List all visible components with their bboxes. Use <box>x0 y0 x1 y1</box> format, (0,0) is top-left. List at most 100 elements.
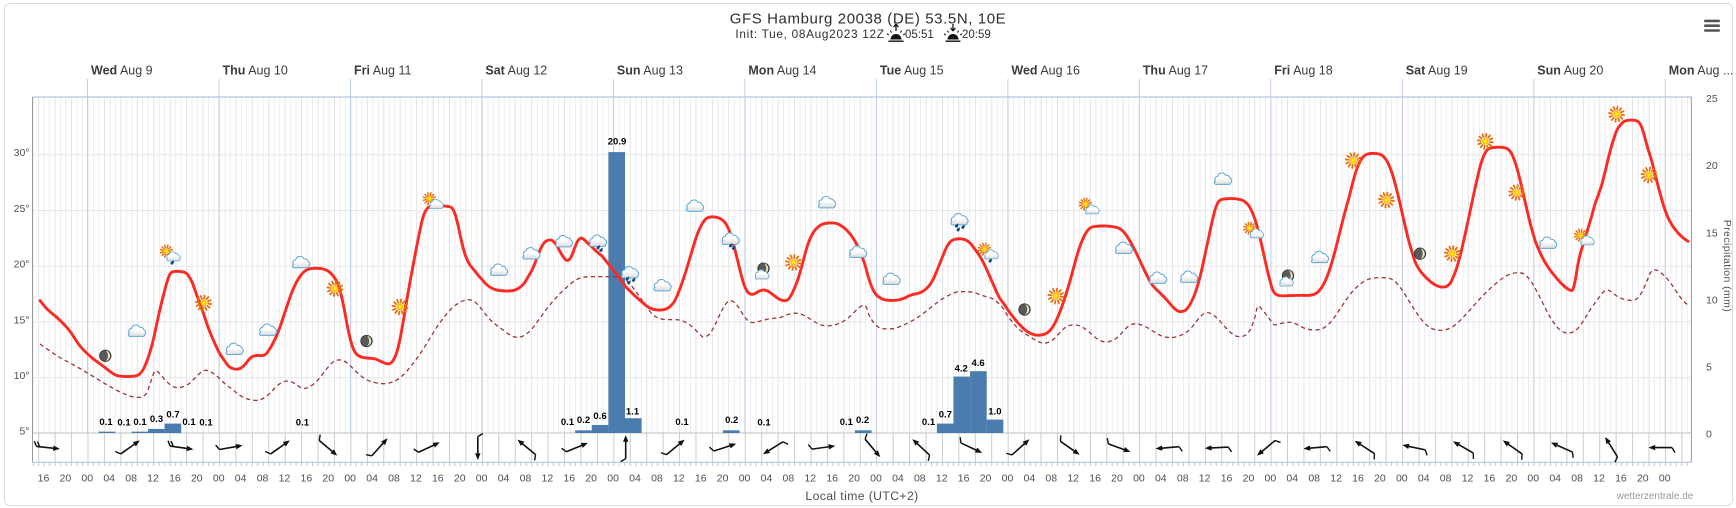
svg-text:10°: 10° <box>14 370 30 382</box>
svg-text:20: 20 <box>848 473 860 485</box>
svg-text:08: 08 <box>1177 473 1189 485</box>
svg-text:4.6: 4.6 <box>971 358 984 369</box>
svg-text:wetterzentrale.de: wetterzentrale.de <box>1616 491 1694 502</box>
svg-text:0.2: 0.2 <box>856 415 869 426</box>
svg-text:25: 25 <box>1706 93 1718 105</box>
svg-text:08: 08 <box>388 473 400 485</box>
svg-text:0.2: 0.2 <box>577 415 590 426</box>
svg-text:08: 08 <box>783 473 795 485</box>
svg-text:20:59: 20:59 <box>962 29 991 41</box>
svg-text:12: 12 <box>542 473 554 485</box>
svg-text:Wed Aug 9: Wed Aug 9 <box>91 64 153 78</box>
svg-text:00: 00 <box>870 473 882 485</box>
svg-text:1.1: 1.1 <box>626 407 640 418</box>
svg-text:16: 16 <box>1615 473 1627 485</box>
svg-text:Sun Aug 20: Sun Aug 20 <box>1537 64 1603 78</box>
svg-text:08: 08 <box>1571 473 1583 485</box>
svg-text:04: 04 <box>498 473 510 485</box>
svg-text:0.1: 0.1 <box>757 417 771 428</box>
svg-text:16: 16 <box>1352 473 1364 485</box>
svg-text:16: 16 <box>958 473 970 485</box>
svg-text:00: 00 <box>213 473 225 485</box>
svg-text:20: 20 <box>585 473 597 485</box>
svg-text:5°: 5° <box>19 426 29 438</box>
svg-text:00: 00 <box>739 473 751 485</box>
svg-text:12: 12 <box>410 473 422 485</box>
svg-text:0.1: 0.1 <box>840 417 854 428</box>
svg-text:Thu Aug 17: Thu Aug 17 <box>1143 64 1208 78</box>
svg-text:05:51: 05:51 <box>905 29 934 41</box>
svg-text:12: 12 <box>1330 473 1342 485</box>
svg-text:00: 00 <box>1265 473 1277 485</box>
svg-text:20: 20 <box>1706 160 1718 172</box>
svg-text:4.2: 4.2 <box>955 363 968 374</box>
svg-text:12: 12 <box>1593 473 1605 485</box>
svg-text:20: 20 <box>1374 473 1386 485</box>
svg-text:08: 08 <box>1045 473 1057 485</box>
svg-text:20: 20 <box>191 473 203 485</box>
svg-text:0.2: 0.2 <box>725 415 738 426</box>
svg-text:20°: 20° <box>14 259 30 271</box>
svg-text:08: 08 <box>520 473 532 485</box>
svg-text:0.1: 0.1 <box>922 417 936 428</box>
svg-text:16: 16 <box>563 473 575 485</box>
svg-text:10: 10 <box>1706 294 1718 306</box>
svg-text:08: 08 <box>125 473 137 485</box>
svg-text:20: 20 <box>1243 473 1255 485</box>
svg-text:Mon Aug 14: Mon Aug 14 <box>748 64 816 78</box>
svg-text:16: 16 <box>1484 473 1496 485</box>
svg-text:Fri Aug 11: Fri Aug 11 <box>354 64 412 78</box>
svg-text:08: 08 <box>914 473 926 485</box>
svg-text:0.1: 0.1 <box>561 417 575 428</box>
svg-text:12: 12 <box>279 473 291 485</box>
svg-text:16: 16 <box>1089 473 1101 485</box>
svg-text:16: 16 <box>169 473 181 485</box>
svg-text:Sun Aug 13: Sun Aug 13 <box>617 64 683 78</box>
svg-text:04: 04 <box>761 473 773 485</box>
svg-text:12: 12 <box>936 473 948 485</box>
svg-text:0: 0 <box>1706 429 1712 441</box>
svg-text:08: 08 <box>651 473 663 485</box>
svg-text:00: 00 <box>1002 473 1014 485</box>
svg-text:0.7: 0.7 <box>166 409 179 420</box>
svg-text:0.1: 0.1 <box>675 417 689 428</box>
svg-text:04: 04 <box>1286 473 1298 485</box>
svg-text:00: 00 <box>1527 473 1539 485</box>
svg-text:20: 20 <box>322 473 334 485</box>
svg-text:5: 5 <box>1706 361 1712 373</box>
svg-text:04: 04 <box>1155 473 1167 485</box>
svg-text:Wed Aug 16: Wed Aug 16 <box>1011 64 1080 78</box>
svg-text:20: 20 <box>980 473 992 485</box>
svg-text:16: 16 <box>826 473 838 485</box>
svg-text:0.1: 0.1 <box>133 417 147 428</box>
svg-text:Sat Aug 12: Sat Aug 12 <box>485 64 547 78</box>
svg-text:Sat Aug 19: Sat Aug 19 <box>1406 64 1468 78</box>
svg-text:04: 04 <box>366 473 378 485</box>
svg-text:20: 20 <box>60 473 72 485</box>
svg-text:16: 16 <box>38 473 50 485</box>
svg-text:04: 04 <box>1549 473 1561 485</box>
svg-text:15°: 15° <box>14 314 30 326</box>
svg-text:Precipitation (mm): Precipitation (mm) <box>1721 220 1733 312</box>
svg-text:16: 16 <box>432 473 444 485</box>
svg-text:20: 20 <box>717 473 729 485</box>
svg-text:Init: Tue, 08Aug2023 12Z: Init: Tue, 08Aug2023 12Z <box>735 27 884 41</box>
svg-text:12: 12 <box>673 473 685 485</box>
svg-text:04: 04 <box>892 473 904 485</box>
svg-text:0.7: 0.7 <box>939 409 952 420</box>
svg-text:GFS Hamburg 20038 (DE) 53.5N,: GFS Hamburg 20038 (DE) 53.5N, 10E <box>730 11 1007 28</box>
svg-text:Thu Aug 10: Thu Aug 10 <box>223 64 288 78</box>
svg-text:12: 12 <box>1462 473 1474 485</box>
svg-text:00: 00 <box>1133 473 1145 485</box>
svg-text:20: 20 <box>1506 473 1518 485</box>
svg-text:00: 00 <box>81 473 93 485</box>
svg-text:0.1: 0.1 <box>99 417 113 428</box>
svg-text:0.1: 0.1 <box>182 417 196 428</box>
svg-text:04: 04 <box>235 473 247 485</box>
svg-text:12: 12 <box>804 473 816 485</box>
svg-text:00: 00 <box>344 473 356 485</box>
svg-text:12: 12 <box>1067 473 1079 485</box>
svg-text:Local time (UTC+2): Local time (UTC+2) <box>805 489 918 503</box>
svg-text:00: 00 <box>607 473 619 485</box>
svg-text:25°: 25° <box>14 203 30 215</box>
